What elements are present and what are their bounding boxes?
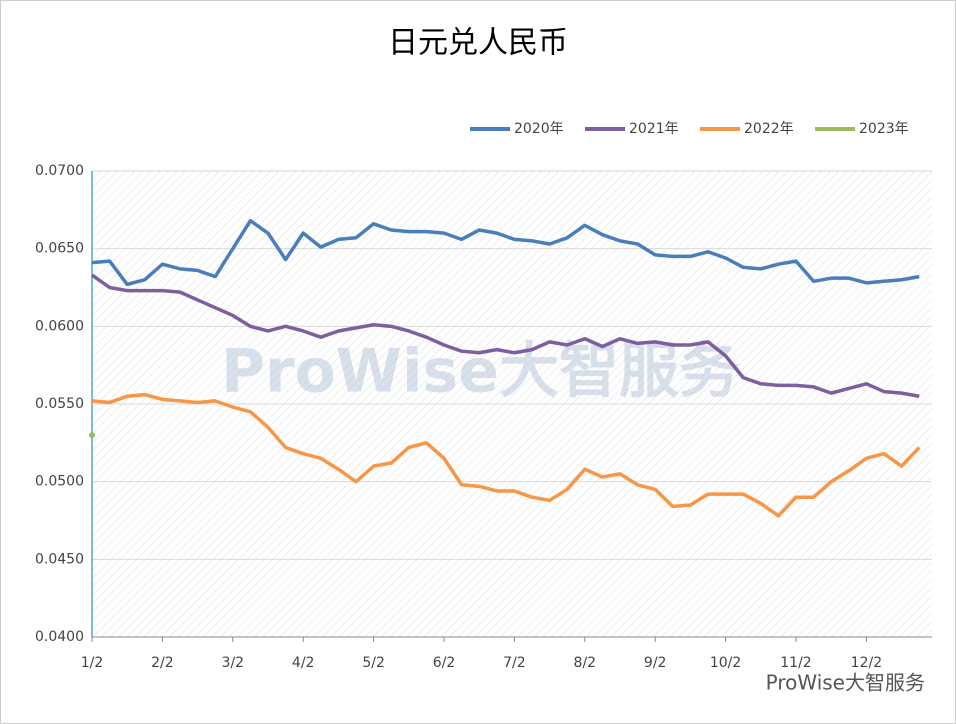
y-tick-label: 0.0500 bbox=[35, 474, 84, 490]
legend-label: 2020年 bbox=[514, 121, 564, 137]
footer: ProWise大智服务 bbox=[766, 671, 925, 695]
x-tick-label: 2/2 bbox=[151, 655, 174, 671]
y-tick-label: 0.0650 bbox=[35, 241, 84, 257]
series-line bbox=[90, 273, 920, 398]
watermark: ProWise大智服务 bbox=[221, 337, 739, 407]
x-tick-label: 10/2 bbox=[710, 655, 741, 671]
y-tick-label: 0.0700 bbox=[35, 163, 84, 179]
series-line bbox=[91, 392, 921, 518]
y-tick-label: 0.0600 bbox=[35, 318, 84, 334]
y-tick-label: 0.0550 bbox=[35, 396, 84, 412]
x-tick-label: 7/2 bbox=[503, 655, 526, 671]
chart-title: 日元兑人民币 bbox=[388, 26, 568, 61]
x-tick-label: 5/2 bbox=[362, 655, 385, 671]
x-tick-label: 8/2 bbox=[574, 655, 597, 671]
x-tick-label: 12/2 bbox=[851, 655, 882, 671]
legend-label: 2022年 bbox=[744, 121, 794, 137]
legend-label: 2023年 bbox=[859, 121, 909, 137]
y-tick-label: 0.0450 bbox=[35, 551, 84, 567]
series-line bbox=[91, 218, 920, 287]
series-point bbox=[89, 432, 95, 439]
x-tick-label: 4/2 bbox=[292, 655, 315, 671]
x-tick-label: 9/2 bbox=[644, 655, 667, 671]
x-tick-label: 1/2 bbox=[81, 655, 104, 671]
x-tick-label: 11/2 bbox=[780, 655, 811, 671]
x-tick-label: 3/2 bbox=[222, 655, 245, 671]
y-tick-label: 0.0400 bbox=[35, 629, 84, 645]
legend-label: 2021年 bbox=[629, 121, 679, 137]
x-tick-label: 6/2 bbox=[433, 655, 456, 671]
